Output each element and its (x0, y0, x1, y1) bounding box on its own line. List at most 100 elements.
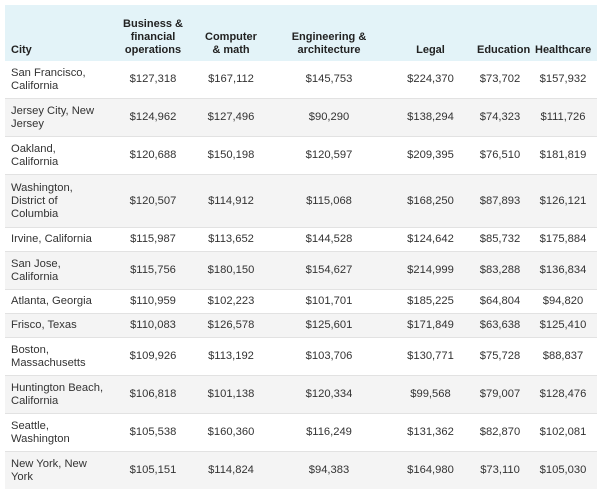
value-cell: $160,360 (194, 414, 268, 452)
value-cell: $167,112 (194, 61, 268, 99)
table-row: Seattle, Washington $105,538 $160,360 $1… (5, 414, 597, 452)
column-header-computer: Computer & math (194, 5, 268, 61)
city-cell: San Jose, California (5, 252, 112, 290)
value-cell: $175,884 (529, 228, 597, 252)
table-row: Jersey City, New Jersey $124,962 $127,49… (5, 99, 597, 137)
value-cell: $127,318 (112, 61, 194, 99)
value-cell: $74,323 (471, 99, 529, 137)
value-cell: $124,642 (390, 228, 471, 252)
value-cell: $150,198 (194, 137, 268, 175)
value-cell: $128,476 (529, 376, 597, 414)
value-cell: $106,818 (112, 376, 194, 414)
value-cell: $157,932 (529, 61, 597, 99)
value-cell: $63,638 (471, 314, 529, 338)
table-row: New York, New York $105,151 $114,824 $94… (5, 452, 597, 489)
value-cell: $88,837 (529, 338, 597, 376)
value-cell: $83,288 (471, 252, 529, 290)
table-row: Washington, District of Columbia $120,50… (5, 175, 597, 228)
value-cell: $138,294 (390, 99, 471, 137)
value-cell: $103,706 (268, 338, 390, 376)
value-cell: $126,121 (529, 175, 597, 228)
value-cell: $120,334 (268, 376, 390, 414)
value-cell: $105,030 (529, 452, 597, 489)
value-cell: $154,627 (268, 252, 390, 290)
value-cell: $120,507 (112, 175, 194, 228)
salary-table: City Business & financial operations Com… (5, 5, 597, 489)
table-row: Oakland, California $120,688 $150,198 $1… (5, 137, 597, 175)
value-cell: $125,601 (268, 314, 390, 338)
value-cell: $114,912 (194, 175, 268, 228)
value-cell: $85,732 (471, 228, 529, 252)
column-header-engineering: Engineering & architecture (268, 5, 390, 61)
value-cell: $136,834 (529, 252, 597, 290)
value-cell: $168,250 (390, 175, 471, 228)
value-cell: $111,726 (529, 99, 597, 137)
value-cell: $73,702 (471, 61, 529, 99)
value-cell: $115,987 (112, 228, 194, 252)
value-cell: $124,962 (112, 99, 194, 137)
city-cell: Seattle, Washington (5, 414, 112, 452)
city-cell: New York, New York (5, 452, 112, 489)
table-row: San Francisco, California $127,318 $167,… (5, 61, 597, 99)
table-row: Irvine, California $115,987 $113,652 $14… (5, 228, 597, 252)
header-row: City Business & financial operations Com… (5, 5, 597, 61)
value-cell: $144,528 (268, 228, 390, 252)
table-body: San Francisco, California $127,318 $167,… (5, 61, 597, 489)
value-cell: $115,068 (268, 175, 390, 228)
value-cell: $110,959 (112, 290, 194, 314)
value-cell: $180,150 (194, 252, 268, 290)
city-cell: Huntington Beach, California (5, 376, 112, 414)
value-cell: $113,192 (194, 338, 268, 376)
column-header-business: Business & financial operations (112, 5, 194, 61)
value-cell: $130,771 (390, 338, 471, 376)
value-cell: $127,496 (194, 99, 268, 137)
value-cell: $164,980 (390, 452, 471, 489)
city-cell: Washington, District of Columbia (5, 175, 112, 228)
table-row: Boston, Massachusetts $109,926 $113,192 … (5, 338, 597, 376)
value-cell: $101,138 (194, 376, 268, 414)
city-cell: Jersey City, New Jersey (5, 99, 112, 137)
value-cell: $114,824 (194, 452, 268, 489)
value-cell: $94,820 (529, 290, 597, 314)
value-cell: $224,370 (390, 61, 471, 99)
value-cell: $75,728 (471, 338, 529, 376)
value-cell: $120,688 (112, 137, 194, 175)
value-cell: $90,290 (268, 99, 390, 137)
city-cell: Oakland, California (5, 137, 112, 175)
column-header-legal: Legal (390, 5, 471, 61)
value-cell: $101,701 (268, 290, 390, 314)
value-cell: $79,007 (471, 376, 529, 414)
value-cell: $105,538 (112, 414, 194, 452)
city-cell: San Francisco, California (5, 61, 112, 99)
value-cell: $76,510 (471, 137, 529, 175)
column-header-city: City (5, 5, 112, 61)
city-cell: Atlanta, Georgia (5, 290, 112, 314)
table-row: Atlanta, Georgia $110,959 $102,223 $101,… (5, 290, 597, 314)
value-cell: $185,225 (390, 290, 471, 314)
city-cell: Frisco, Texas (5, 314, 112, 338)
value-cell: $82,870 (471, 414, 529, 452)
table-row: Huntington Beach, California $106,818 $1… (5, 376, 597, 414)
column-header-healthcare: Healthcare (529, 5, 597, 61)
value-cell: $94,383 (268, 452, 390, 489)
table-row: San Jose, California $115,756 $180,150 $… (5, 252, 597, 290)
table-row: Frisco, Texas $110,083 $126,578 $125,601… (5, 314, 597, 338)
value-cell: $87,893 (471, 175, 529, 228)
value-cell: $64,804 (471, 290, 529, 314)
value-cell: $115,756 (112, 252, 194, 290)
value-cell: $126,578 (194, 314, 268, 338)
value-cell: $120,597 (268, 137, 390, 175)
column-header-education: Education (471, 5, 529, 61)
city-cell: Irvine, California (5, 228, 112, 252)
value-cell: $181,819 (529, 137, 597, 175)
value-cell: $105,151 (112, 452, 194, 489)
value-cell: $99,568 (390, 376, 471, 414)
value-cell: $131,362 (390, 414, 471, 452)
value-cell: $109,926 (112, 338, 194, 376)
value-cell: $214,999 (390, 252, 471, 290)
value-cell: $209,395 (390, 137, 471, 175)
value-cell: $73,110 (471, 452, 529, 489)
value-cell: $113,652 (194, 228, 268, 252)
value-cell: $125,410 (529, 314, 597, 338)
city-cell: Boston, Massachusetts (5, 338, 112, 376)
